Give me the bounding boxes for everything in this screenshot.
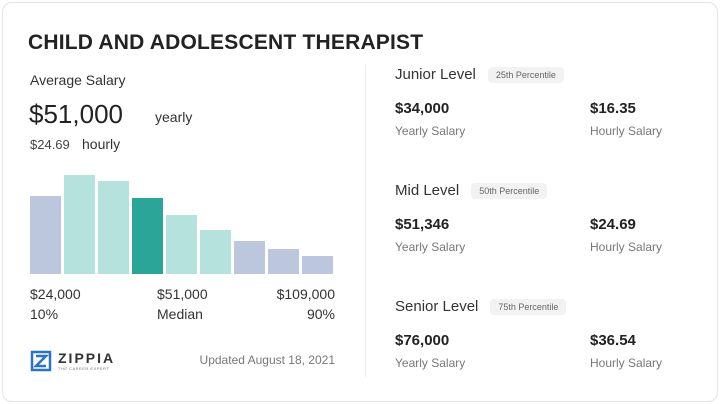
yearly-salary: $34,000 xyxy=(395,100,450,117)
salary-unit: yearly xyxy=(155,109,193,125)
level-name: Mid Level xyxy=(395,182,460,199)
hourly-label: Hourly Salary xyxy=(590,240,663,254)
hourly-label: Hourly Salary xyxy=(590,124,663,138)
bar xyxy=(132,198,163,274)
brand-tagline: THE CAREER EXPERT xyxy=(58,366,110,371)
low-percentile: 10% xyxy=(30,306,59,322)
bar xyxy=(234,241,265,274)
level-percentile: 50th Percentile xyxy=(471,183,548,199)
median-salary: $51,000 xyxy=(157,286,208,302)
bar xyxy=(200,230,231,274)
level-percentile: 75th Percentile xyxy=(490,299,567,315)
level-name: Senior Level xyxy=(395,298,479,315)
level-name: Junior Level xyxy=(395,66,476,83)
bar xyxy=(302,256,333,274)
bar xyxy=(64,175,95,274)
average-salary: $51,000 xyxy=(29,99,123,129)
low-salary: $24,000 xyxy=(30,286,81,302)
bar xyxy=(98,181,129,274)
hourly-salary: $24.69 xyxy=(590,216,636,233)
logo-z xyxy=(32,354,50,368)
yearly-label: Yearly Salary xyxy=(395,356,466,370)
bar xyxy=(268,249,299,274)
logo xyxy=(30,350,52,372)
bar xyxy=(30,196,61,274)
yearly-salary: $76,000 xyxy=(395,332,450,349)
brand-name: ZIPPIA xyxy=(58,350,116,366)
high-percentile: 90% xyxy=(306,306,335,322)
level-percentile: 25th Percentile xyxy=(487,67,564,83)
yearly-label: Yearly Salary xyxy=(395,240,466,254)
median-label: Median xyxy=(157,306,203,322)
high-salary: $109,000 xyxy=(276,286,335,302)
hourly-unit: hourly xyxy=(82,136,121,152)
hourly-salary: $36.54 xyxy=(590,332,636,349)
hourly-salary: $16.35 xyxy=(590,100,636,117)
logo-box xyxy=(30,350,52,372)
yearly-salary: $51,346 xyxy=(395,216,450,233)
title: CHILD AND ADOLESCENT THERAPIST xyxy=(28,31,424,54)
hourly-label: Hourly Salary xyxy=(590,356,663,370)
bar xyxy=(166,215,197,274)
hourly-salary: $24.69 xyxy=(30,137,70,152)
average-label: Average Salary xyxy=(30,72,126,88)
divider xyxy=(365,65,366,377)
updated: Updated August 18, 2021 xyxy=(199,353,335,367)
yearly-label: Yearly Salary xyxy=(395,124,466,138)
